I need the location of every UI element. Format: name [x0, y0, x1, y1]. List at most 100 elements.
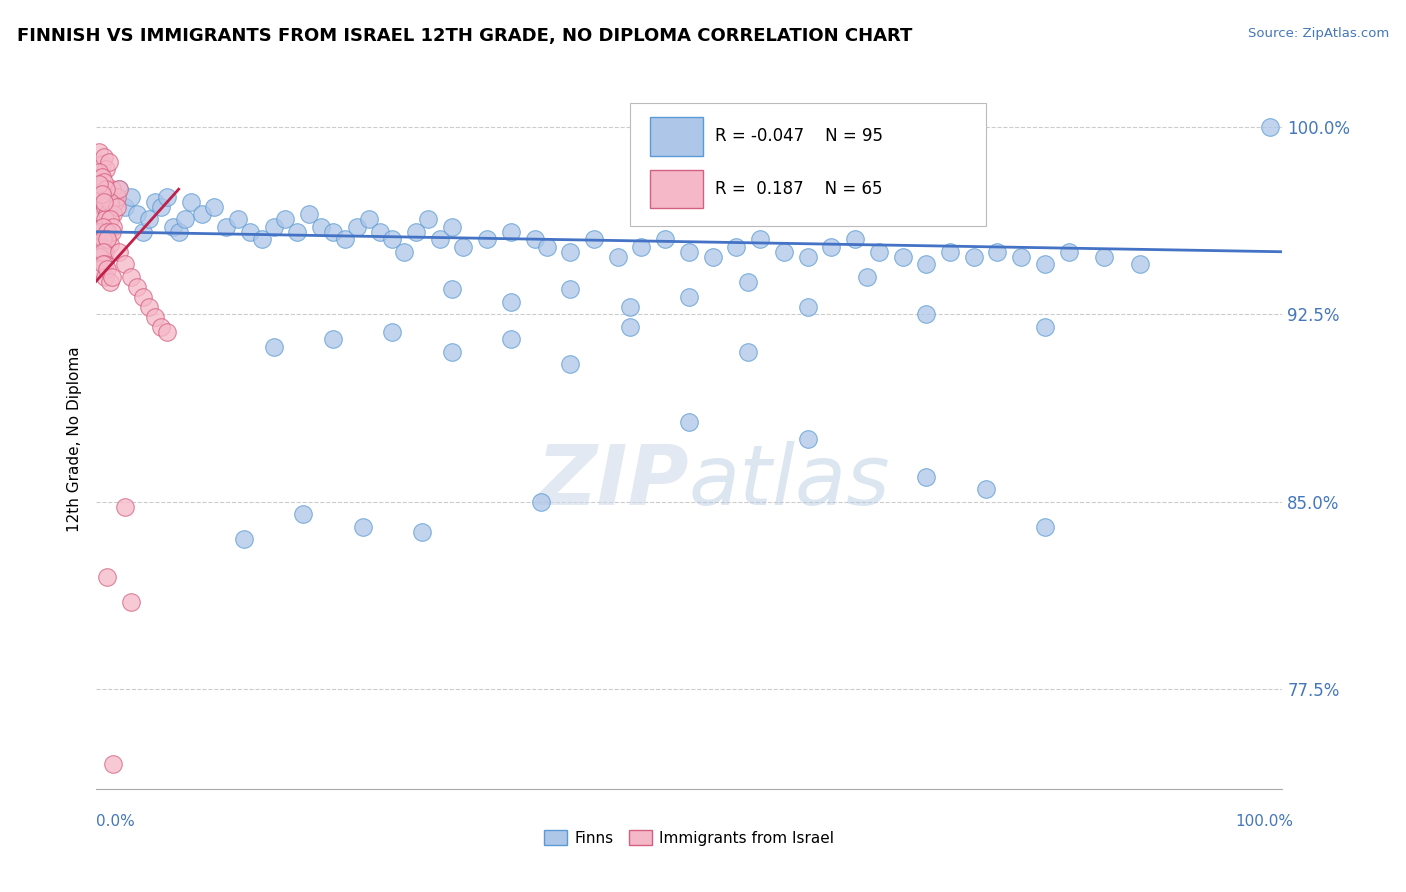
Point [138, 300, 160, 314]
Point [191, 207, 214, 221]
Point [352, 520, 374, 534]
Point [868, 244, 890, 259]
Point [94, 232, 117, 246]
Point [98, 237, 121, 252]
Point [89, 165, 111, 179]
Point [90, 157, 112, 171]
Point [678, 244, 700, 259]
FancyBboxPatch shape [650, 117, 703, 156]
Point [114, 257, 136, 271]
Point [89, 178, 111, 192]
Point [1010, 250, 1032, 264]
Point [1057, 244, 1080, 259]
Point [530, 495, 553, 509]
Point [1092, 250, 1115, 264]
Point [856, 269, 879, 284]
Point [749, 232, 772, 246]
Point [114, 500, 136, 514]
Point [453, 240, 475, 254]
Point [87, 190, 110, 204]
Point [91, 232, 114, 246]
Point [239, 225, 262, 239]
Point [98, 275, 121, 289]
Point [120, 269, 142, 284]
Point [90, 219, 112, 234]
Point [156, 325, 179, 339]
Point [1033, 520, 1056, 534]
Point [89, 182, 111, 196]
Point [105, 200, 128, 214]
Point [915, 257, 938, 271]
Point [357, 212, 380, 227]
Point [654, 232, 676, 246]
Point [233, 533, 256, 547]
Text: Source: ZipAtlas.com: Source: ZipAtlas.com [1249, 27, 1389, 40]
Point [96, 570, 118, 584]
Point [96, 225, 118, 239]
Point [89, 262, 111, 277]
Point [90, 187, 112, 202]
Point [429, 232, 451, 246]
Point [94, 257, 117, 271]
Point [499, 332, 522, 346]
Point [96, 262, 118, 277]
Point [91, 219, 114, 234]
Point [120, 595, 142, 609]
Point [96, 225, 118, 239]
Point [939, 244, 962, 259]
Point [91, 257, 114, 271]
Point [891, 250, 914, 264]
Text: ZIP: ZIP [536, 441, 689, 522]
Point [986, 244, 1008, 259]
Point [381, 232, 404, 246]
Point [844, 232, 866, 246]
FancyBboxPatch shape [630, 103, 986, 226]
Point [820, 240, 842, 254]
Point [94, 212, 117, 227]
Point [440, 219, 463, 234]
Point [333, 232, 356, 246]
Point [737, 275, 759, 289]
Point [796, 432, 818, 446]
Point [309, 219, 332, 234]
Point [96, 232, 118, 246]
Point [120, 190, 142, 204]
Point [202, 200, 225, 214]
Point [93, 194, 115, 209]
Point [773, 244, 796, 259]
Point [499, 294, 522, 309]
Point [162, 219, 184, 234]
Y-axis label: 12th Grade, No Diploma: 12th Grade, No Diploma [66, 346, 82, 533]
Point [215, 219, 238, 234]
Point [96, 182, 118, 196]
Point [93, 150, 115, 164]
Point [103, 194, 125, 209]
Point [411, 524, 433, 539]
Point [582, 232, 605, 246]
Point [440, 344, 463, 359]
Point [1033, 257, 1056, 271]
Point [90, 219, 112, 234]
Point [416, 212, 439, 227]
Point [477, 232, 499, 246]
Point [101, 182, 124, 196]
Point [91, 200, 114, 214]
Point [132, 225, 155, 239]
Point [138, 212, 160, 227]
Point [226, 212, 249, 227]
Point [94, 269, 117, 284]
Point [499, 225, 522, 239]
Point [702, 250, 724, 264]
Point [298, 207, 321, 221]
Point [263, 219, 285, 234]
Point [536, 240, 558, 254]
Point [1129, 257, 1152, 271]
Point [523, 232, 546, 246]
Point [346, 219, 368, 234]
Point [619, 319, 641, 334]
Point [97, 154, 120, 169]
Point [180, 194, 202, 209]
Point [149, 200, 172, 214]
Point [108, 244, 131, 259]
Point [274, 212, 297, 227]
